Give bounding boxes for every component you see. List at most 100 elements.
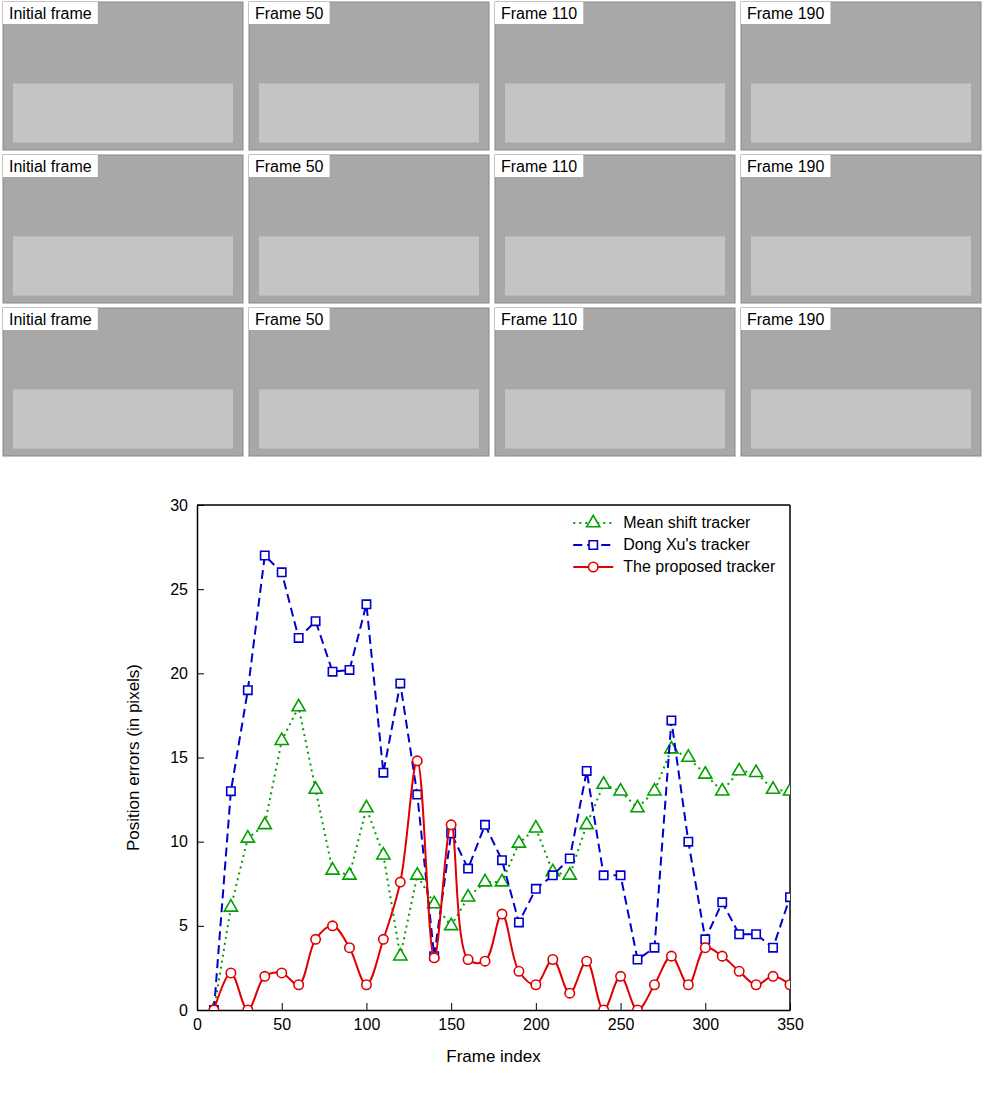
panel-label-box xyxy=(249,155,330,177)
panel-label: Frame 50 xyxy=(255,158,324,175)
series-marker xyxy=(716,784,729,795)
series-marker xyxy=(345,943,354,952)
series-marker xyxy=(684,837,692,845)
panel-label: Initial frame xyxy=(9,5,92,22)
photo-floor xyxy=(259,83,479,142)
series-marker xyxy=(413,790,421,798)
panel-label: Initial frame xyxy=(9,311,92,328)
tick-label: 150 xyxy=(438,1016,465,1033)
series-marker xyxy=(244,686,252,694)
photo-floor xyxy=(505,236,725,295)
series-marker xyxy=(362,600,370,608)
tick-mark xyxy=(282,1003,283,1010)
panel-label: Frame 110 xyxy=(501,5,577,22)
tick-label: 0 xyxy=(179,1002,188,1019)
series-marker xyxy=(258,817,271,828)
tick-mark xyxy=(366,1003,367,1010)
tick: 25 xyxy=(170,581,204,598)
tick: 5 xyxy=(179,917,204,934)
series-marker xyxy=(548,955,557,964)
series-marker xyxy=(614,784,627,795)
series-marker xyxy=(497,909,506,918)
legend: Mean shift trackerDong Xu's trackerThe p… xyxy=(573,514,776,575)
tick-label: 350 xyxy=(777,1016,804,1033)
panel-label-box xyxy=(3,155,98,177)
series-marker xyxy=(734,967,743,976)
series-marker xyxy=(648,784,661,795)
tick-mark xyxy=(705,1003,706,1010)
series-marker xyxy=(766,782,779,793)
series-marker xyxy=(379,768,387,776)
plot-area xyxy=(207,551,790,1010)
series-marker xyxy=(311,935,320,944)
series-line xyxy=(214,556,790,1011)
series-marker xyxy=(699,767,712,778)
image-panel: Frame 190 xyxy=(741,2,981,150)
image-panel: Frame 50 xyxy=(249,308,489,456)
tick-label: 15 xyxy=(170,749,188,766)
series-marker xyxy=(633,955,641,963)
panel-label: Frame 190 xyxy=(747,5,824,22)
tick-label: 0 xyxy=(193,1016,202,1033)
tick-label: 10 xyxy=(170,833,188,850)
photo-floor xyxy=(505,389,725,448)
tick: 10 xyxy=(170,833,204,850)
series-marker xyxy=(209,1005,218,1010)
panel-label-box xyxy=(741,155,830,177)
panel-label-box xyxy=(741,308,830,330)
series-marker xyxy=(478,874,491,885)
series-marker xyxy=(616,871,624,879)
series-marker xyxy=(360,800,373,811)
series-marker xyxy=(768,972,777,981)
series-marker xyxy=(328,667,336,675)
series-marker xyxy=(785,980,790,989)
tick-label: 300 xyxy=(692,1016,719,1033)
panel-label: Frame 190 xyxy=(747,311,824,328)
series-marker xyxy=(275,733,288,744)
frame-top xyxy=(197,504,790,506)
series-marker xyxy=(345,666,353,674)
photo-floor xyxy=(259,236,479,295)
series-marker xyxy=(326,863,339,874)
series-marker xyxy=(650,980,659,989)
series-marker xyxy=(599,871,607,879)
series-marker xyxy=(565,988,574,997)
series-marker xyxy=(529,821,542,832)
x-axis-title: Frame index xyxy=(446,1047,541,1066)
panel-label: Frame 50 xyxy=(255,311,324,328)
panel-label: Frame 50 xyxy=(255,5,324,22)
legend-label: Mean shift tracker xyxy=(623,514,751,531)
tick-label: 25 xyxy=(170,581,188,598)
tick: 250 xyxy=(608,1003,635,1033)
photo-floor xyxy=(13,236,233,295)
image-panel: Frame 110 xyxy=(495,308,735,456)
series-marker xyxy=(224,900,237,911)
tick-mark xyxy=(621,1003,622,1010)
series-marker xyxy=(309,782,322,793)
series-marker xyxy=(667,716,675,724)
photo-placeholder xyxy=(249,2,489,150)
panel-label: Frame 110 xyxy=(501,311,577,328)
legend-label: Dong Xu's tracker xyxy=(623,536,750,553)
series-marker xyxy=(597,777,610,788)
panel-label-box xyxy=(249,2,330,24)
x-axis: 050100150200250300350 xyxy=(193,1003,804,1033)
legend-marker xyxy=(587,515,600,526)
photo-placeholder xyxy=(3,308,243,456)
frame-right xyxy=(789,505,791,1010)
image-panel: Frame 190 xyxy=(741,308,981,456)
photo-placeholder xyxy=(495,2,735,150)
series-marker xyxy=(582,956,591,965)
panel-label-box xyxy=(3,2,98,24)
photo-floor xyxy=(505,83,725,142)
series-line xyxy=(214,707,790,1010)
series-marker xyxy=(752,930,760,938)
photo-placeholder xyxy=(741,308,981,456)
y-axis: 051015202530 xyxy=(170,497,204,1019)
series-marker xyxy=(667,951,676,960)
series-marker xyxy=(411,868,424,879)
photo-floor xyxy=(13,83,233,142)
panel-label-box xyxy=(495,308,583,330)
series-marker xyxy=(278,568,286,576)
image-panel: Frame 50 xyxy=(249,2,489,150)
